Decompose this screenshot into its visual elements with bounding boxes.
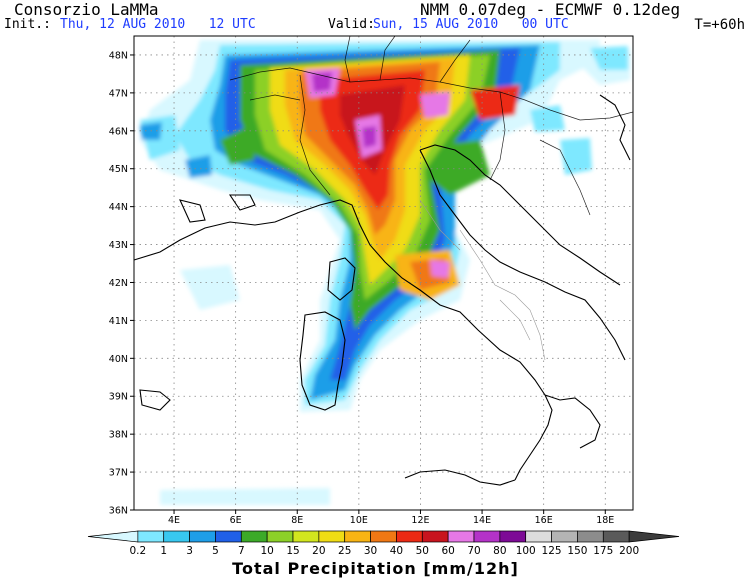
colorbar-swatch xyxy=(602,530,630,543)
lat-tick-label: 46N xyxy=(109,126,128,137)
colorbar-swatch xyxy=(344,530,371,543)
colorbar-swatch xyxy=(215,530,242,543)
colorbar-under-arrow xyxy=(87,530,139,543)
colorbar-level-label: 7 xyxy=(238,545,245,557)
colorbar-level-label: 10 xyxy=(260,545,273,557)
colorbar-level-label: 20 xyxy=(312,545,325,557)
longitude-labels: 4E 6E 8E 10E 12E 14E 16E 18E xyxy=(168,510,614,526)
header-valid-label: Valid: xyxy=(328,17,375,32)
colorbar-title: Total Precipitation [mm/12h] xyxy=(232,559,519,578)
lat-tick-label: 43N xyxy=(109,240,128,251)
colorbar-level-label: 5 xyxy=(212,545,219,557)
colorbar-swatch xyxy=(189,530,216,543)
colorbar-level-label: 150 xyxy=(567,545,587,557)
header-init-label: Init.: xyxy=(4,17,51,32)
colorbar-level-label: 15 xyxy=(286,545,299,557)
lon-tick-label: 12E xyxy=(411,515,429,526)
colorbar-swatch xyxy=(473,530,501,543)
latitude-labels: 48N 47N 46N 45N 44N 43N 42N 41N 40N 39N 38N 37N 36N xyxy=(109,50,134,517)
precipitation-field xyxy=(134,36,633,510)
lon-tick-label: 10E xyxy=(350,515,368,526)
colorbar: 0.2 1 3 5 7 10 15 20 25 30 40 50 60 70 80 100 125 150 175 2… xyxy=(87,530,680,557)
lat-tick-label: 48N xyxy=(109,50,128,61)
lat-tick-label: 40N xyxy=(109,354,128,365)
colorbar-level-label: 1 xyxy=(160,545,167,557)
colorbar-swatch xyxy=(447,530,475,543)
colorbar-swatch xyxy=(163,530,190,543)
header-title: Consorzio LaMMa xyxy=(14,0,159,19)
lat-tick-label: 47N xyxy=(109,88,128,99)
colorbar-swatch xyxy=(396,530,423,543)
colorbar-level-label: 200 xyxy=(619,545,639,557)
graticule xyxy=(134,36,633,510)
lon-tick-label: 18E xyxy=(596,515,614,526)
colorbar-swatch xyxy=(292,530,320,543)
colorbar-level-label: 50 xyxy=(416,545,429,557)
colorbar-level-label: 25 xyxy=(338,545,351,557)
colorbar-level-label: 100 xyxy=(516,545,536,557)
lat-tick-label: 38N xyxy=(109,430,128,441)
borders xyxy=(229,35,634,216)
lat-tick-label: 37N xyxy=(109,468,128,479)
colorbar-level-label: 30 xyxy=(364,545,377,557)
colorbar-swatch xyxy=(525,530,552,543)
lat-tick-label: 45N xyxy=(109,164,128,175)
colorbar-swatch xyxy=(370,530,397,543)
colorbar-level-label: 3 xyxy=(186,545,193,557)
header-init-value: Thu, 12 AUG 2010 12 UTC xyxy=(60,17,256,32)
colorbar-swatch xyxy=(240,530,268,543)
lon-tick-label: 16E xyxy=(535,515,553,526)
colorbar-swatch xyxy=(266,530,294,543)
header-model: NMM 0.07deg - ECMWF 0.12deg xyxy=(420,0,681,19)
colorbar-level-label: 60 xyxy=(441,545,454,557)
colorbar-level-label: 80 xyxy=(493,545,506,557)
lat-tick-label: 42N xyxy=(109,278,128,289)
header-valid-value: Sun, 15 AUG 2010 00 UTC xyxy=(373,17,569,32)
colorbar-level-label: 125 xyxy=(542,545,562,557)
lat-tick-label: 41N xyxy=(109,316,128,327)
colorbar-over-arrow xyxy=(628,530,680,543)
coastlines xyxy=(133,94,631,486)
colorbar-swatch xyxy=(318,530,346,543)
colorbar-swatch xyxy=(421,530,449,543)
lon-tick-label: 4E xyxy=(168,515,180,526)
colorbar-swatch xyxy=(137,530,165,543)
lat-tick-label: 39N xyxy=(109,392,128,403)
header-forecast-step: T=+60h xyxy=(694,17,745,33)
colorbar-level-label: 40 xyxy=(390,545,403,557)
lat-tick-label: 44N xyxy=(109,202,128,213)
colorbar-swatch xyxy=(577,530,604,543)
internal-regions xyxy=(419,199,546,361)
colorbar-level-label: 175 xyxy=(593,545,613,557)
colorbar-level-label: 0.2 xyxy=(130,545,147,557)
lat-tick-label: 36N xyxy=(109,506,128,517)
map-frame xyxy=(133,35,634,511)
colorbar-swatch xyxy=(551,530,578,543)
colorbar-swatch xyxy=(499,530,527,543)
lon-tick-label: 6E xyxy=(230,515,242,526)
colorbar-level-label: 70 xyxy=(467,545,480,557)
lon-tick-label: 14E xyxy=(473,515,491,526)
lon-tick-label: 8E xyxy=(291,515,303,526)
